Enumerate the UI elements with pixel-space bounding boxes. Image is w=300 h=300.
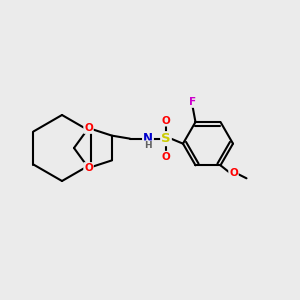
Text: O: O <box>84 163 93 173</box>
Text: O: O <box>84 123 93 133</box>
Text: O: O <box>162 116 170 126</box>
Text: F: F <box>189 97 196 107</box>
Text: H: H <box>144 141 152 150</box>
Text: S: S <box>161 132 171 145</box>
Text: O: O <box>229 168 238 178</box>
Text: N: N <box>143 132 153 145</box>
Text: O: O <box>162 152 170 162</box>
